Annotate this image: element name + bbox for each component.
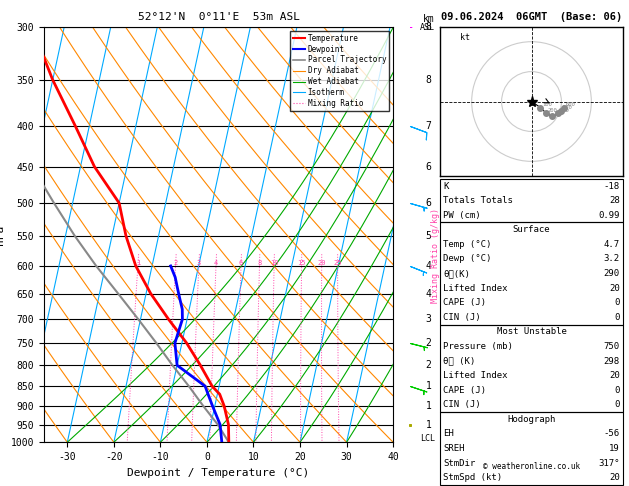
Text: -56: -56 (603, 430, 620, 438)
Text: 4: 4 (426, 289, 431, 298)
Text: Temp (°C): Temp (°C) (443, 240, 492, 249)
Text: CAPE (J): CAPE (J) (443, 298, 486, 307)
Text: 2: 2 (426, 360, 431, 370)
Y-axis label: hPa: hPa (0, 225, 5, 244)
Text: km: km (423, 15, 435, 24)
Text: 52°12'N  0°11'E  53m ASL: 52°12'N 0°11'E 53m ASL (138, 12, 299, 22)
Text: 100: 100 (542, 102, 552, 107)
Text: 8: 8 (426, 22, 431, 32)
Text: 750: 750 (603, 342, 620, 351)
Text: kt: kt (460, 33, 470, 42)
Text: 10: 10 (270, 260, 279, 266)
Text: 3.2: 3.2 (603, 255, 620, 263)
Text: 20: 20 (609, 284, 620, 293)
Text: θᴄ (K): θᴄ (K) (443, 357, 476, 365)
Text: EH: EH (443, 430, 454, 438)
Text: 15: 15 (298, 260, 306, 266)
Text: 1: 1 (426, 401, 431, 411)
Text: 1: 1 (136, 260, 140, 266)
Text: 2: 2 (174, 260, 177, 266)
Text: Hodograph: Hodograph (508, 415, 555, 424)
Text: 300: 300 (554, 111, 564, 116)
Text: CAPE (J): CAPE (J) (443, 386, 486, 395)
Text: 8: 8 (257, 260, 262, 266)
Text: 4: 4 (426, 261, 431, 271)
Text: 20: 20 (609, 371, 620, 380)
Text: 28: 28 (609, 196, 620, 205)
Text: Most Unstable: Most Unstable (496, 328, 567, 336)
Text: θᴄ(K): θᴄ(K) (443, 269, 470, 278)
Text: 200: 200 (548, 108, 558, 113)
Text: 1: 1 (426, 419, 431, 430)
Text: 6: 6 (426, 162, 431, 172)
Text: 3: 3 (197, 260, 201, 266)
Text: 5: 5 (426, 231, 431, 241)
Text: Lifted Index: Lifted Index (443, 371, 508, 380)
Text: 6: 6 (426, 198, 431, 208)
Text: Lifted Index: Lifted Index (443, 284, 508, 293)
Text: 2: 2 (426, 338, 431, 348)
Text: ASL: ASL (420, 23, 435, 33)
Text: K: K (443, 182, 449, 191)
Text: 4: 4 (214, 260, 218, 266)
Text: LCL: LCL (420, 434, 435, 443)
Text: StmDir: StmDir (443, 459, 476, 468)
Text: 4.7: 4.7 (603, 240, 620, 249)
Text: 20: 20 (609, 473, 620, 482)
Text: 09.06.2024  06GMT  (Base: 06): 09.06.2024 06GMT (Base: 06) (441, 12, 622, 22)
Text: Mixing Ratio (g/kg): Mixing Ratio (g/kg) (430, 208, 440, 303)
Text: -18: -18 (603, 182, 620, 191)
Text: 500: 500 (563, 105, 572, 110)
Text: Totals Totals: Totals Totals (443, 196, 513, 205)
Text: CIN (J): CIN (J) (443, 313, 481, 322)
X-axis label: Dewpoint / Temperature (°C): Dewpoint / Temperature (°C) (128, 468, 309, 478)
Text: 3: 3 (426, 314, 431, 324)
Text: 20: 20 (318, 260, 326, 266)
Text: © weatheronline.co.uk: © weatheronline.co.uk (483, 462, 580, 471)
Text: 400: 400 (560, 108, 570, 113)
Text: CIN (J): CIN (J) (443, 400, 481, 409)
Text: 600: 600 (566, 102, 576, 107)
Text: PW (cm): PW (cm) (443, 211, 481, 220)
Text: Dewp (°C): Dewp (°C) (443, 255, 492, 263)
Text: 290: 290 (603, 269, 620, 278)
Text: StmSpd (kt): StmSpd (kt) (443, 473, 503, 482)
Text: Pressure (mb): Pressure (mb) (443, 342, 513, 351)
Text: 0: 0 (614, 386, 620, 395)
Legend: Temperature, Dewpoint, Parcel Trajectory, Dry Adiabat, Wet Adiabat, Isotherm, Mi: Temperature, Dewpoint, Parcel Trajectory… (290, 31, 389, 111)
Text: 8: 8 (426, 75, 431, 85)
Text: 0: 0 (614, 313, 620, 322)
Text: 0: 0 (614, 298, 620, 307)
Text: 25: 25 (333, 260, 342, 266)
Text: SREH: SREH (443, 444, 465, 453)
Text: Surface: Surface (513, 226, 550, 234)
Text: 6: 6 (239, 260, 243, 266)
Text: 19: 19 (609, 444, 620, 453)
Text: 317°: 317° (598, 459, 620, 468)
Text: 0: 0 (614, 400, 620, 409)
Text: 1: 1 (426, 381, 431, 391)
Text: 298: 298 (603, 357, 620, 365)
Text: 0.99: 0.99 (598, 211, 620, 220)
Text: 7: 7 (426, 121, 431, 131)
